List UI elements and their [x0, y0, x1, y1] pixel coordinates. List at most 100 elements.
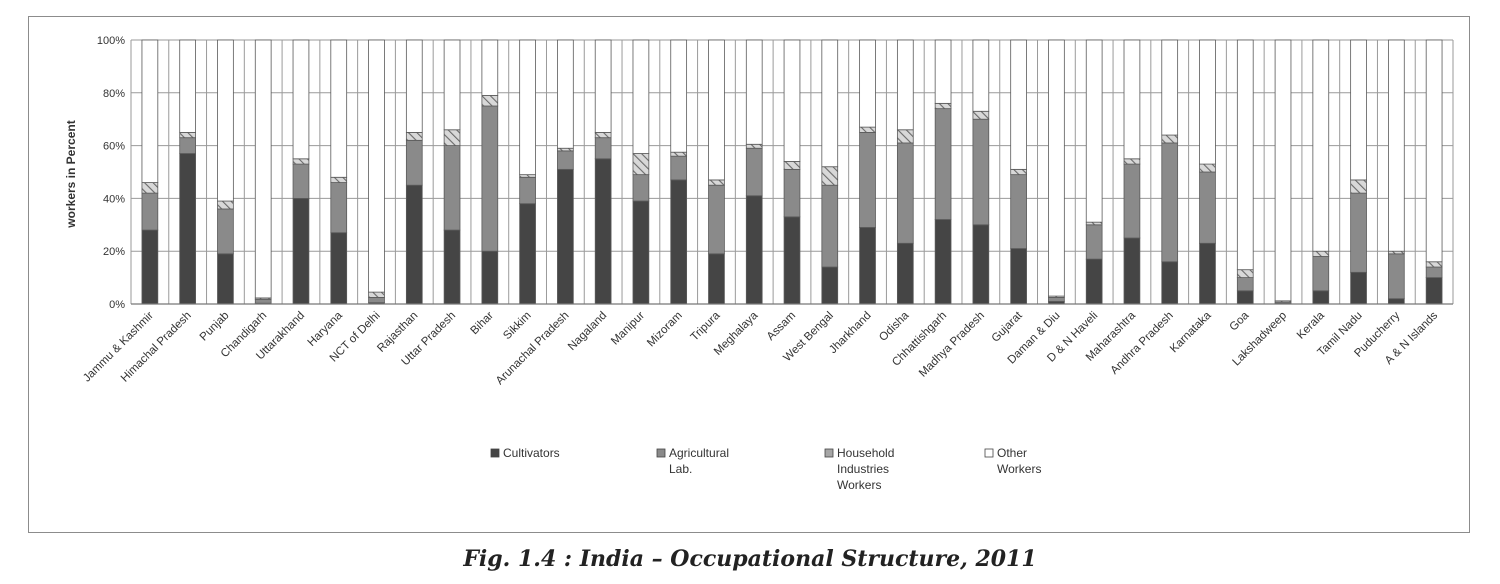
bar-segment: [859, 227, 876, 305]
bar-segment: [141, 182, 159, 194]
legend-label-line: Other: [997, 446, 1027, 460]
bar-segment: [972, 39, 990, 112]
bar-stack: [330, 39, 348, 305]
bar-segment: [859, 126, 876, 133]
legend-swatch: [656, 448, 666, 458]
bar-stack: [292, 39, 310, 305]
bar-segment: [859, 132, 876, 228]
bar-segment: [443, 129, 461, 147]
bar-segment: [1010, 168, 1027, 176]
bar-segment: [481, 105, 499, 252]
bar-stack: [972, 39, 990, 305]
bar-stack: [179, 39, 196, 305]
bar-segment: [1161, 39, 1179, 136]
bar-segment: [254, 39, 272, 299]
bar-segment: [1274, 39, 1292, 302]
bar-segment: [330, 232, 348, 305]
legend-label-line: Cultivators: [503, 446, 560, 460]
x-tick-label: Arunachal Pradesh: [494, 310, 572, 388]
bar-stack: [745, 39, 763, 305]
bar-segment: [934, 102, 952, 110]
bar-segment: [896, 142, 914, 244]
bar-segment: [1199, 242, 1216, 305]
x-tick-label: Manipur: [609, 310, 647, 348]
bar-segment: [708, 184, 725, 255]
bar-segment: [745, 143, 763, 149]
y-tick-label: 100%: [97, 35, 125, 47]
bar-segment: [1425, 39, 1443, 263]
bar-stack: [1350, 39, 1367, 305]
bar-stack: [1312, 39, 1330, 305]
bar-segment: [179, 137, 196, 154]
bar-segment: [481, 39, 499, 96]
bar-segment: [405, 132, 423, 141]
bar-segment: [896, 242, 914, 305]
bar-segment: [292, 163, 310, 199]
bar-segment: [1010, 174, 1027, 249]
bar-segment: [859, 39, 876, 128]
bar-segment: [632, 200, 650, 305]
bar-segment: [594, 137, 612, 160]
y-tick-label: 0%: [109, 299, 125, 311]
bar-stack: [217, 39, 234, 305]
bar-segment: [632, 153, 650, 176]
bar-segment: [481, 95, 499, 107]
x-tick-label: Haryana: [306, 309, 346, 349]
bar-segment: [1199, 163, 1216, 173]
bar-segment: [292, 197, 310, 305]
bar-segment: [519, 176, 536, 205]
legend-label: Other Workers: [997, 446, 1041, 476]
bar-stack: [1199, 39, 1216, 305]
bar-segment: [217, 200, 234, 210]
bar-segment: [1425, 277, 1443, 305]
bar-segment: [368, 291, 385, 298]
bar-stack: [708, 39, 725, 305]
y-axis-title: workers in Percent: [64, 120, 78, 228]
bar-stack: [821, 39, 839, 305]
bar-segment: [141, 229, 159, 305]
bar-segment: [708, 253, 725, 305]
bar-segment: [670, 155, 688, 181]
bar-segment: [670, 151, 688, 157]
bar-segment: [1085, 224, 1103, 260]
bar-segment: [1199, 39, 1216, 165]
bar-segment: [519, 39, 536, 176]
bar-segment: [783, 161, 801, 170]
bar-segment: [783, 216, 801, 305]
bar-segment: [141, 192, 159, 231]
bar-segment: [1236, 277, 1254, 292]
bar-stack: [481, 39, 499, 305]
bar-stack: [1085, 39, 1103, 305]
bar-segment: [292, 39, 310, 160]
bar-segment: [292, 158, 310, 165]
bar-segment: [1085, 39, 1103, 223]
bar-stack: [632, 39, 650, 305]
x-tick-label: Tripura: [689, 309, 723, 343]
bar-segment: [821, 184, 839, 268]
bar-segment: [330, 39, 348, 178]
x-tick-label: Jammu & Kashmir: [81, 310, 156, 385]
bar-segment: [1123, 237, 1141, 305]
bar-segment: [821, 39, 839, 168]
bar-segment: [1425, 266, 1443, 278]
bar-segment: [934, 108, 952, 220]
bar-segment: [179, 132, 196, 139]
bar-segment: [1048, 296, 1065, 302]
x-tick-label: Sikkim: [501, 310, 533, 342]
bar-segment: [405, 139, 423, 186]
bar-segment: [972, 224, 990, 305]
bar-segment: [783, 39, 801, 162]
y-tick-label: 40%: [103, 193, 125, 205]
x-tick-label: Assam: [765, 310, 798, 343]
x-tick-label: Himachal Pradesh: [119, 310, 194, 385]
bar-segment: [972, 118, 990, 226]
bar-stack: [141, 39, 159, 305]
bar-segment: [783, 168, 801, 218]
bar-segment: [745, 39, 763, 145]
bar-segment: [632, 39, 650, 154]
bar-segment: [1236, 39, 1254, 271]
bar-segment: [1048, 39, 1065, 297]
bar-segment: [443, 229, 461, 305]
bar-stack: [1161, 39, 1179, 305]
bar-stack: [783, 39, 801, 305]
